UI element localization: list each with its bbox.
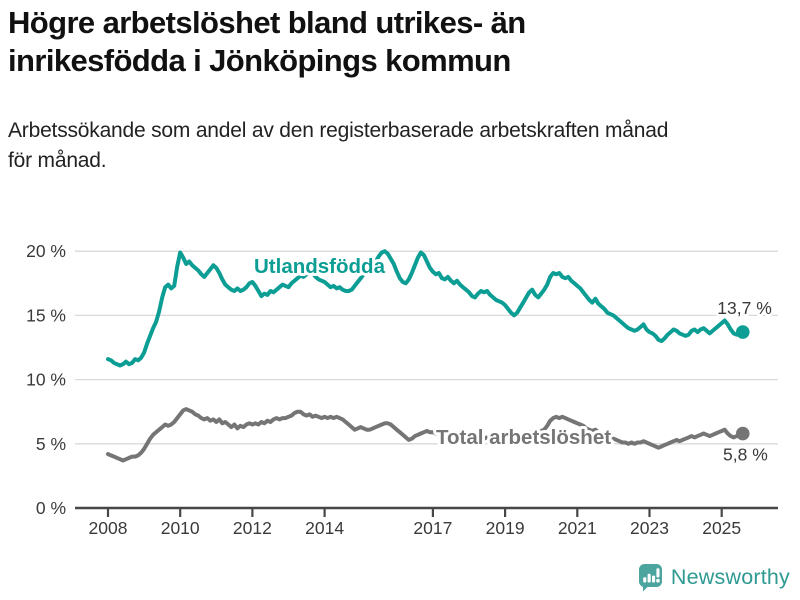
- title-line-2: inrikesfödda i Jönköpings kommun: [8, 43, 511, 78]
- x-tick-label-2008: 2008: [89, 518, 128, 538]
- x-tick-label-2021: 2021: [558, 518, 597, 538]
- series-label-0: Utlandsfödda: [254, 255, 386, 278]
- y-tick-label-0: 0 %: [36, 498, 66, 518]
- subtitle-line-2: för månad.: [8, 149, 107, 172]
- chart-subtitle: Arbetssökande som andel av den registerb…: [8, 116, 788, 176]
- x-tick-label-2017: 2017: [413, 518, 452, 538]
- series-label-1: Total arbetslöshet: [436, 426, 611, 449]
- y-tick-label-20: 20 %: [26, 241, 66, 261]
- series-end-value-0: 13,7 %: [717, 298, 771, 318]
- newsworthy-logo: Newsworthy: [638, 563, 790, 592]
- x-tick-label-2014: 2014: [305, 518, 344, 538]
- page-title: Högre arbetslöshet bland utrikes- än inr…: [8, 4, 788, 80]
- x-tick-label-2019: 2019: [486, 518, 525, 538]
- series-line-1: [106, 407, 745, 463]
- newsworthy-wordmark: Newsworthy: [670, 565, 790, 589]
- y-tick-label-5: 5 %: [36, 434, 66, 454]
- x-tick-label-2010: 2010: [161, 518, 200, 538]
- newsworthy-icon: [638, 564, 662, 592]
- y-tick-label-10: 10 %: [26, 370, 66, 390]
- x-tick-label-2023: 2023: [630, 518, 669, 538]
- y-tick-label-15: 15 %: [26, 305, 66, 325]
- subtitle-line-1: Arbetssökande som andel av den registerb…: [8, 119, 669, 142]
- x-tick-label-2025: 2025: [702, 518, 741, 538]
- series-end-dot-0: [735, 325, 750, 339]
- series-line-0: [106, 249, 745, 368]
- title-line-1: Högre arbetslöshet bland utrikes- än: [8, 5, 526, 40]
- x-tick-label-2012: 2012: [233, 518, 272, 538]
- series-end-value-1: 5,8 %: [723, 445, 768, 465]
- series-end-dot-1: [735, 426, 750, 441]
